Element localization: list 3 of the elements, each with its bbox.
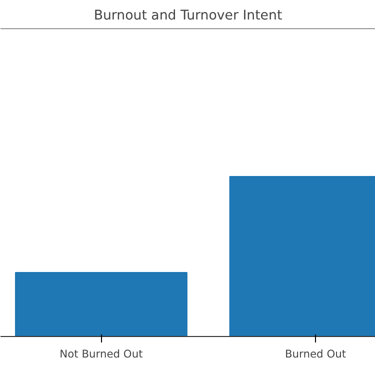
x-tick-label: Burned Out (284, 348, 346, 360)
x-tick-label: Not Burned Out (60, 348, 143, 360)
chart-title: Burnout and Turnover Intent (94, 8, 282, 24)
